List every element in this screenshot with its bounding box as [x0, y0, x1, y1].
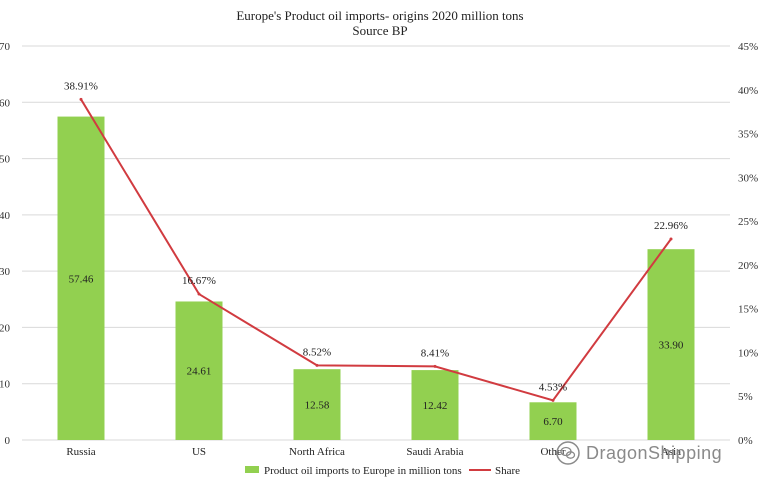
- bar: [647, 249, 695, 440]
- bar: [293, 369, 341, 440]
- left-tick-label: 70: [0, 41, 11, 53]
- share-point: [669, 237, 673, 241]
- right-tick-label: 20%: [738, 260, 758, 272]
- watermark-text: DragonShipping: [586, 442, 723, 463]
- category-axis: Russia US North Africa Saudi Arabia Other Asi…: [66, 446, 681, 458]
- left-tick-label: 30: [0, 266, 11, 278]
- bar-series: 57.46 24.61 12.58 12.42 6.70 33.90: [57, 116, 695, 441]
- left-tick-label: 10: [0, 379, 11, 391]
- bar-value-label: 57.46: [69, 273, 94, 285]
- category-label: North Africa: [289, 446, 345, 458]
- share-point: [433, 364, 437, 368]
- share-value-label: 38.91%: [64, 80, 98, 92]
- share-line: [80, 98, 672, 402]
- bar-value-label: 6.70: [543, 416, 563, 428]
- bar: [175, 301, 223, 440]
- left-tick-label: 50: [0, 154, 11, 166]
- chart-title: Europe's Product oil imports- origins 20…: [236, 8, 523, 23]
- gridlines: [22, 45, 730, 441]
- share-value-label: 22.96%: [654, 220, 688, 232]
- watermark: DragonShipping: [556, 440, 722, 466]
- right-tick-label: 40%: [738, 85, 758, 97]
- right-tick-label: 5%: [738, 391, 753, 403]
- category-label: Asia: [661, 446, 681, 458]
- legend-line-label: Share: [495, 465, 520, 477]
- right-tick-label: 30%: [738, 172, 758, 184]
- chart-subtitle: Source BP: [352, 23, 407, 38]
- left-tick-label: 40: [0, 210, 11, 222]
- legend: Product oil imports to Europe in million…: [245, 465, 520, 477]
- share-point: [315, 363, 319, 367]
- share-point: [197, 292, 201, 296]
- category-label: Saudi Arabia: [406, 446, 463, 458]
- share-point: [551, 398, 555, 402]
- right-tick-label: 45%: [738, 41, 758, 53]
- right-axis: 0% 5% 10% 15% 20% 25% 30% 35% 40% 45%: [738, 41, 758, 447]
- bar-value-label: 33.90: [659, 340, 684, 352]
- right-tick-label: 35%: [738, 129, 758, 141]
- bar-value-label: 12.58: [305, 400, 330, 412]
- legend-bar-label: Product oil imports to Europe in million…: [264, 465, 462, 477]
- share-value-label: 4.53%: [539, 381, 567, 393]
- right-tick-label: 10%: [738, 347, 758, 359]
- share-series: 38.91% 16.67% 8.52% 8.41% 4.53% 22.96%: [64, 80, 688, 402]
- bar-value-label: 24.61: [187, 366, 212, 378]
- bar-value-label: 12.42: [423, 400, 448, 412]
- right-tick-label: 15%: [738, 304, 758, 316]
- left-tick-label: 0: [5, 435, 11, 447]
- category-label: Other: [540, 446, 565, 458]
- left-axis: 0 10 20 30 40 50 60 70: [0, 41, 11, 447]
- bar: [411, 370, 459, 440]
- bar: [57, 116, 105, 441]
- right-tick-label: 0%: [738, 435, 753, 447]
- wechat-logo-icon: [556, 441, 580, 465]
- bar: [529, 402, 577, 440]
- share-value-label: 8.41%: [421, 347, 449, 359]
- left-tick-label: 20: [0, 322, 11, 334]
- share-value-label: 16.67%: [182, 275, 216, 287]
- left-tick-label: 60: [0, 97, 11, 109]
- share-point: [79, 97, 83, 101]
- category-label: US: [192, 446, 206, 458]
- share-value-label: 8.52%: [303, 346, 331, 358]
- legend-bar-swatch: [245, 466, 259, 473]
- right-tick-label: 25%: [738, 216, 758, 228]
- category-label: Russia: [66, 446, 95, 458]
